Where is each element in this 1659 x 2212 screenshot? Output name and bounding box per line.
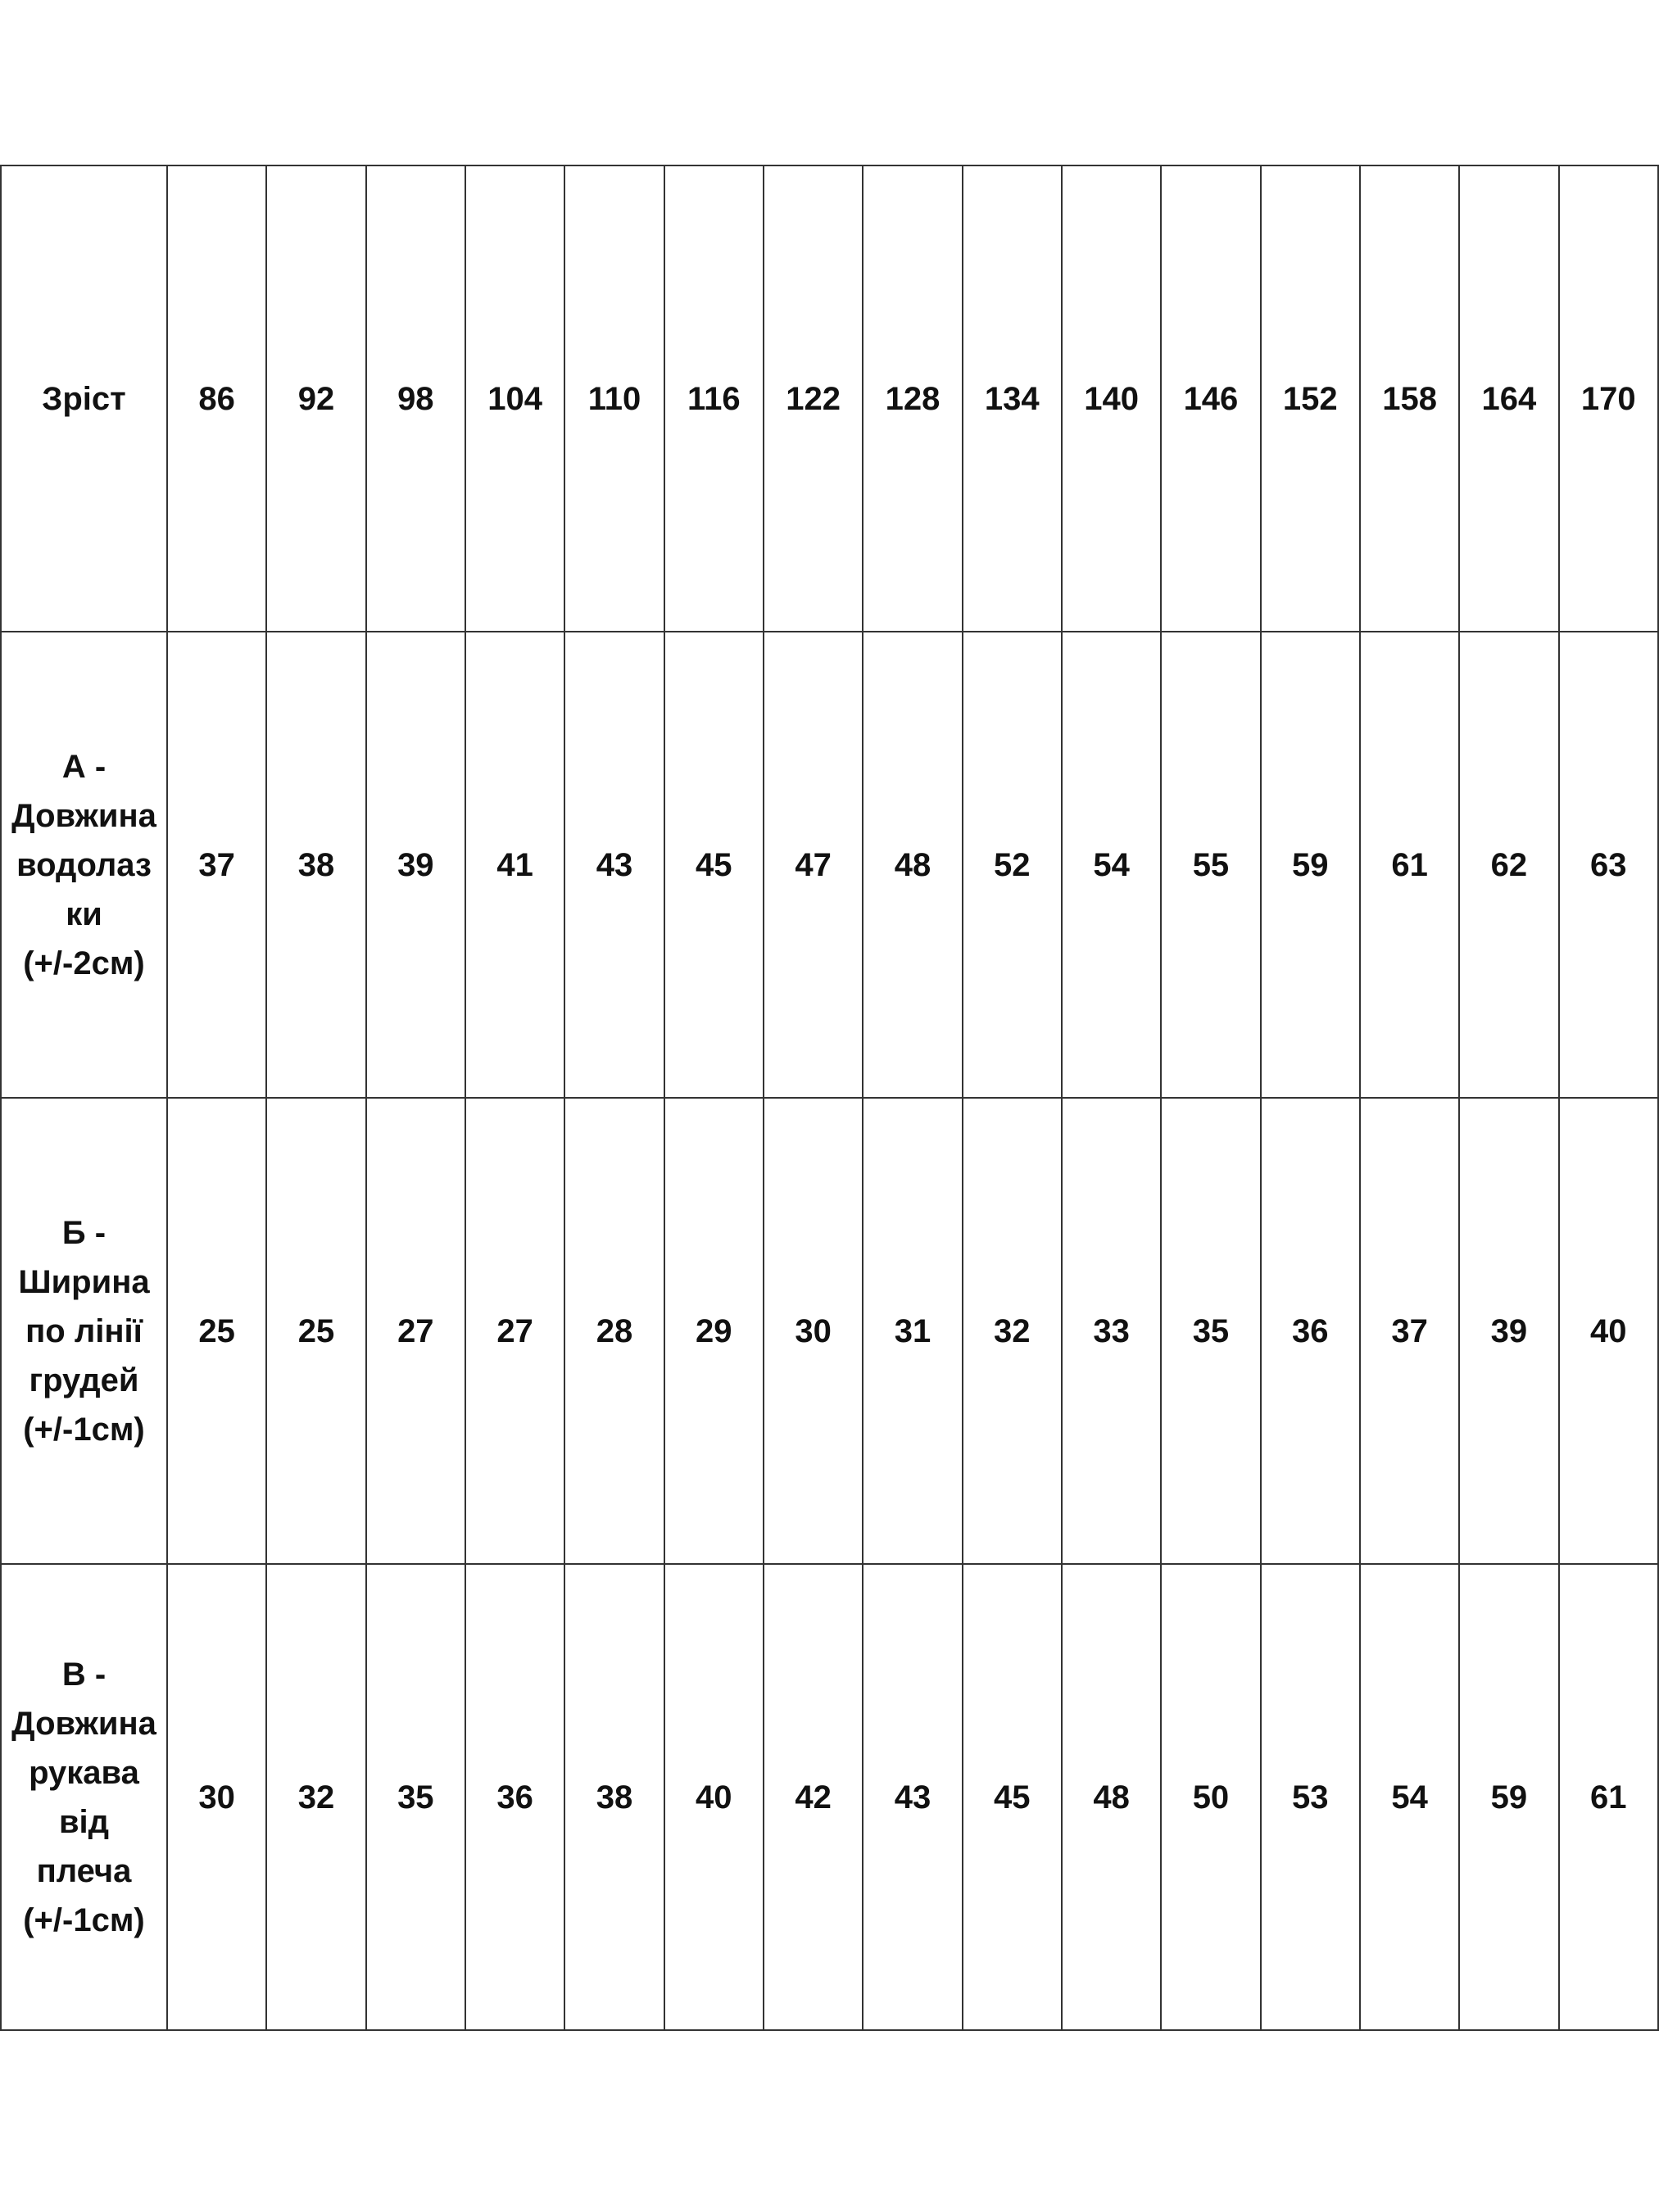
table-cell: 32 bbox=[265, 1563, 367, 2031]
row-label: А - Довжина водолаз ки (+/-2см) bbox=[0, 631, 168, 1099]
table-cell: 48 bbox=[1060, 1563, 1163, 2031]
row-label-line: А - bbox=[61, 748, 107, 785]
table-cell: 116 bbox=[663, 165, 764, 632]
row-label-line: Б - bbox=[61, 1214, 107, 1251]
table-cell: 36 bbox=[464, 1563, 566, 2031]
table-cell: 43 bbox=[862, 1563, 963, 2031]
table-cell: 61 bbox=[1557, 1563, 1659, 2031]
table-cell: 40 bbox=[663, 1563, 764, 2031]
table-cell: 39 bbox=[1458, 1097, 1560, 1565]
table-cell: 104 bbox=[464, 165, 566, 632]
row-label-line: (+/-2см) bbox=[23, 945, 145, 981]
table-cell: 59 bbox=[1458, 1563, 1560, 2031]
table-cell: 48 bbox=[862, 631, 963, 1099]
table-cell: 42 bbox=[762, 1563, 864, 2031]
table-cell: 92 bbox=[265, 165, 367, 632]
table-cell: 59 bbox=[1259, 631, 1361, 1099]
table-cell: 86 bbox=[165, 165, 268, 632]
table-cell: 128 bbox=[862, 165, 963, 632]
table-cell: 28 bbox=[564, 1097, 665, 1565]
table-cell: 134 bbox=[961, 165, 1063, 632]
table-cell: 36 bbox=[1259, 1097, 1361, 1565]
table-cell: 54 bbox=[1060, 631, 1163, 1099]
table-cell: 27 bbox=[464, 1097, 566, 1565]
table-cell: 43 bbox=[564, 631, 665, 1099]
table-cell: 25 bbox=[265, 1097, 367, 1565]
size-chart-table: Зріст 86 92 98 104 110 116 122 128 134 140 146 152 15… bbox=[0, 165, 1659, 2031]
row-label: Зріст bbox=[0, 165, 168, 632]
table-cell: 170 bbox=[1557, 165, 1659, 632]
table-row: Зріст 86 92 98 104 110 116 122 128 134 140 146 152 15… bbox=[0, 165, 1659, 632]
table-cell: 146 bbox=[1160, 165, 1262, 632]
table-cell: 35 bbox=[1160, 1097, 1262, 1565]
row-label-line: плеча bbox=[36, 1852, 132, 1889]
table-cell: 164 bbox=[1458, 165, 1560, 632]
table-cell: 37 bbox=[1358, 1097, 1461, 1565]
table-cell: 98 bbox=[365, 165, 466, 632]
table-cell: 40 bbox=[1557, 1097, 1659, 1565]
table-cell: 158 bbox=[1358, 165, 1461, 632]
table-cell: 29 bbox=[663, 1097, 764, 1565]
row-label-line: ки bbox=[66, 895, 102, 932]
table-cell: 122 bbox=[762, 165, 864, 632]
table-cell: 110 bbox=[564, 165, 665, 632]
row-label-line: Ширина bbox=[18, 1263, 150, 1300]
row-label-line: Довжина bbox=[11, 1705, 156, 1742]
row-label-line: по лінії bbox=[25, 1312, 143, 1349]
table-cell: 55 bbox=[1160, 631, 1262, 1099]
row-label: Б - Ширина по лінії грудей (+/-1см) bbox=[0, 1097, 168, 1565]
table-cell: 53 bbox=[1259, 1563, 1361, 2031]
table-cell: 27 bbox=[365, 1097, 466, 1565]
table-cell: 140 bbox=[1060, 165, 1163, 632]
table-cell: 152 bbox=[1259, 165, 1361, 632]
table-cell: 25 bbox=[165, 1097, 268, 1565]
table-cell: 45 bbox=[961, 1563, 1063, 2031]
row-label-line: (+/-1см) bbox=[23, 1902, 145, 1938]
table-cell: 63 bbox=[1557, 631, 1659, 1099]
table-row: Б - Ширина по лінії грудей (+/-1см) 25 25 27 27 2… bbox=[0, 1097, 1659, 1565]
table-cell: 38 bbox=[564, 1563, 665, 2031]
table-cell: 50 bbox=[1160, 1563, 1262, 2031]
table-cell: 52 bbox=[961, 631, 1063, 1099]
table-row: В - Довжина рукава від плеча (+/-1см) 30 32 35 36… bbox=[0, 1563, 1659, 2031]
row-label-line: В - bbox=[61, 1656, 107, 1693]
table-cell: 30 bbox=[165, 1563, 268, 2031]
table-cell: 39 bbox=[365, 631, 466, 1099]
table-cell: 31 bbox=[862, 1097, 963, 1565]
row-label-line: від bbox=[58, 1803, 110, 1840]
table-cell: 37 bbox=[165, 631, 268, 1099]
table-cell: 47 bbox=[762, 631, 864, 1099]
table-cell: 54 bbox=[1358, 1563, 1461, 2031]
table-cell: 41 bbox=[464, 631, 566, 1099]
row-label-line: (+/-1см) bbox=[23, 1411, 145, 1448]
table-cell: 30 bbox=[762, 1097, 864, 1565]
table-cell: 32 bbox=[961, 1097, 1063, 1565]
table-cell: 38 bbox=[265, 631, 367, 1099]
table-cell: 45 bbox=[663, 631, 764, 1099]
row-label-line: грудей bbox=[29, 1362, 139, 1398]
table-cell: 61 bbox=[1358, 631, 1461, 1099]
table-cell: 35 bbox=[365, 1563, 466, 2031]
row-label-line: водолаз bbox=[16, 846, 152, 883]
row-label-line: рукава bbox=[29, 1754, 139, 1791]
row-label: В - Довжина рукава від плеча (+/-1см) bbox=[0, 1563, 168, 2031]
table-row: А - Довжина водолаз ки (+/-2см) 37 38 39 41 43 45 4… bbox=[0, 631, 1659, 1099]
table-cell: 33 bbox=[1060, 1097, 1163, 1565]
row-label-line: Довжина bbox=[11, 797, 156, 834]
table-cell: 62 bbox=[1458, 631, 1560, 1099]
